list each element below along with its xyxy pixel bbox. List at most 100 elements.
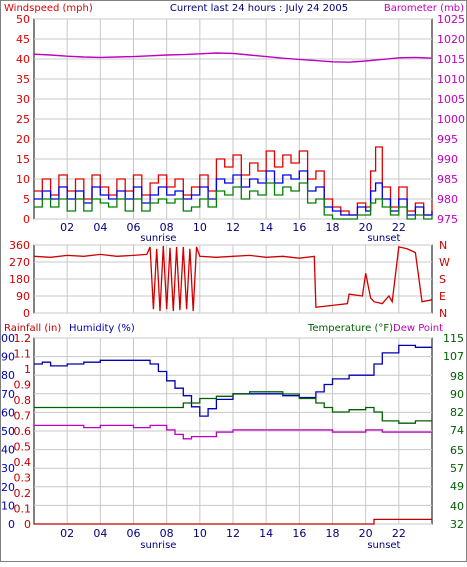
climate-x-tick-label: 02 (60, 527, 74, 540)
rainfall-y-tick-label: 0.7 (14, 410, 32, 423)
rainfall-y-tick-label: 1 (24, 363, 31, 376)
compass-tick-label: S (439, 273, 446, 286)
climate-x-tick-label: 22 (392, 527, 406, 540)
wind-sunrise-marker: sunrise (140, 233, 176, 244)
series-gust-line (34, 146, 433, 216)
climate-x-tick-label: 12 (226, 527, 240, 540)
wind-y-tick-label: 20 (16, 133, 30, 146)
wind-y-tick-label: 45 (16, 33, 30, 46)
humidity-y-tick-label: 70 (1, 388, 15, 401)
compass-tick-label: N (439, 307, 447, 320)
series-temperature-line (34, 391, 432, 424)
series-rainfall-line (34, 518, 432, 525)
barometer-y-tick-label: 985 (437, 173, 458, 186)
rainfall-y-tick-label: 1.2 (14, 332, 32, 345)
chart-layer: 0510152025303540455097598098599099510001… (0, 13, 465, 551)
barometer-y-tick-label: 1025 (437, 13, 465, 26)
wind-x-tick-label: 20 (359, 221, 373, 234)
humidity-y-tick-label: 20 (1, 481, 15, 494)
climate-x-tick-label: 16 (292, 527, 306, 540)
windspeed-title: Windspeed (mph) (4, 3, 93, 14)
wind-x-tick-label: 22 (392, 221, 406, 234)
climate-x-tick-label: 04 (93, 527, 107, 540)
temperature-y-tick-label: 74 (450, 424, 464, 437)
temperature-y-tick-label: 57 (450, 462, 464, 475)
wind-x-tick-label: 10 (193, 221, 207, 234)
barometer-y-tick-label: 995 (437, 133, 458, 146)
wind-x-tick-label: 06 (127, 221, 141, 234)
humidity-y-tick-label: 100 (1, 332, 15, 345)
wind-x-tick-label: 04 (93, 221, 107, 234)
rainfall-y-tick-label: 0.1 (14, 503, 32, 516)
rainfall-axis-title: Rainfall (in) (4, 323, 61, 334)
barometer-y-tick-label: 1015 (437, 53, 465, 66)
barometer-y-tick-label: 980 (437, 193, 458, 206)
series-average-line (34, 170, 433, 216)
series-humidity-line (34, 344, 432, 417)
series-direction-line (33, 245, 433, 312)
wind-y-tick-label: 40 (16, 53, 30, 66)
barometer-y-tick-label: 1010 (437, 73, 465, 86)
barometer-y-tick-label: 1005 (437, 93, 465, 106)
rainfall-y-tick-label: 0 (24, 518, 31, 531)
temperature-y-tick-label: 115 (443, 332, 464, 345)
barometer-y-tick-label: 975 (437, 213, 458, 226)
temperature-y-tick-label: 32 (450, 518, 464, 531)
series-dewpoint-line (34, 424, 432, 440)
humidity-y-tick-label: 10 (1, 499, 15, 512)
wind-y-tick-label: 30 (16, 93, 30, 106)
compass-tick-label: E (439, 290, 446, 303)
series-barometer-line (33, 52, 433, 63)
humidity-y-tick-label: 60 (1, 406, 15, 419)
wind-y-tick-label: 5 (23, 193, 30, 206)
direction-y-tick-label: 270 (9, 256, 30, 269)
temperature-y-tick-label: 65 (450, 444, 464, 457)
temperature-y-tick-label: 107 (443, 350, 464, 363)
rainfall-y-tick-label: 0.8 (14, 394, 32, 407)
chart-date-title: Current last 24 hours : July 24 2005 (170, 3, 348, 14)
humidity-y-tick-label: 50 (1, 425, 15, 438)
climate-x-tick-label: 08 (160, 527, 174, 540)
temperature-y-tick-label: 40 (450, 500, 464, 513)
wind-x-tick-label: 18 (326, 221, 340, 234)
climate-sunset-marker: sunset (367, 540, 400, 551)
wind-x-tick-label: 14 (259, 221, 273, 234)
dewpoint-axis-title: Dew Point (393, 323, 443, 334)
rainfall-y-tick-label: 0.2 (14, 487, 32, 500)
climate-x-tick-label: 14 (259, 527, 273, 540)
temperature-y-tick-label: 49 (450, 480, 464, 493)
climate-x-tick-label: 06 (127, 527, 141, 540)
series-low-line (34, 182, 433, 220)
barometer-title: Barometer (mb) (384, 3, 464, 14)
barometer-y-tick-label: 990 (437, 153, 458, 166)
humidity-y-tick-label: 30 (1, 462, 15, 475)
wind-y-tick-label: 50 (16, 13, 30, 26)
wind-sunset-marker: sunset (367, 233, 400, 244)
rainfall-y-tick-label: 0.3 (14, 472, 32, 485)
humidity-y-tick-label: 90 (1, 351, 15, 364)
compass-tick-label: N (439, 239, 447, 252)
wind-y-tick-label: 0 (23, 213, 30, 226)
temperature-y-tick-label: 90 (450, 388, 464, 401)
wind-x-tick-label: 12 (226, 221, 240, 234)
humidity-y-tick-label: 40 (1, 444, 15, 457)
wind-x-tick-label: 08 (160, 221, 174, 234)
wind-y-tick-label: 15 (16, 153, 30, 166)
climate-x-tick-label: 18 (326, 527, 340, 540)
rainfall-y-tick-label: 0.6 (14, 425, 32, 438)
climate-sunrise-marker: sunrise (140, 540, 176, 551)
climate-x-tick-label: 10 (193, 527, 207, 540)
humidity-y-tick-label: 80 (1, 369, 15, 382)
rainfall-y-tick-label: 0.4 (14, 456, 32, 469)
wind-x-tick-label: 16 (292, 221, 306, 234)
barometer-y-tick-label: 1000 (437, 113, 465, 126)
compass-tick-label: W (439, 256, 450, 269)
rainfall-y-tick-label: 0.5 (14, 441, 32, 454)
temperature-y-tick-label: 98 (450, 370, 464, 383)
wind-x-tick-label: 02 (60, 221, 74, 234)
rainfall-y-tick-label: 0.9 (14, 379, 32, 392)
direction-y-tick-label: 0 (23, 307, 30, 320)
temperature-y-tick-label: 82 (450, 406, 464, 419)
